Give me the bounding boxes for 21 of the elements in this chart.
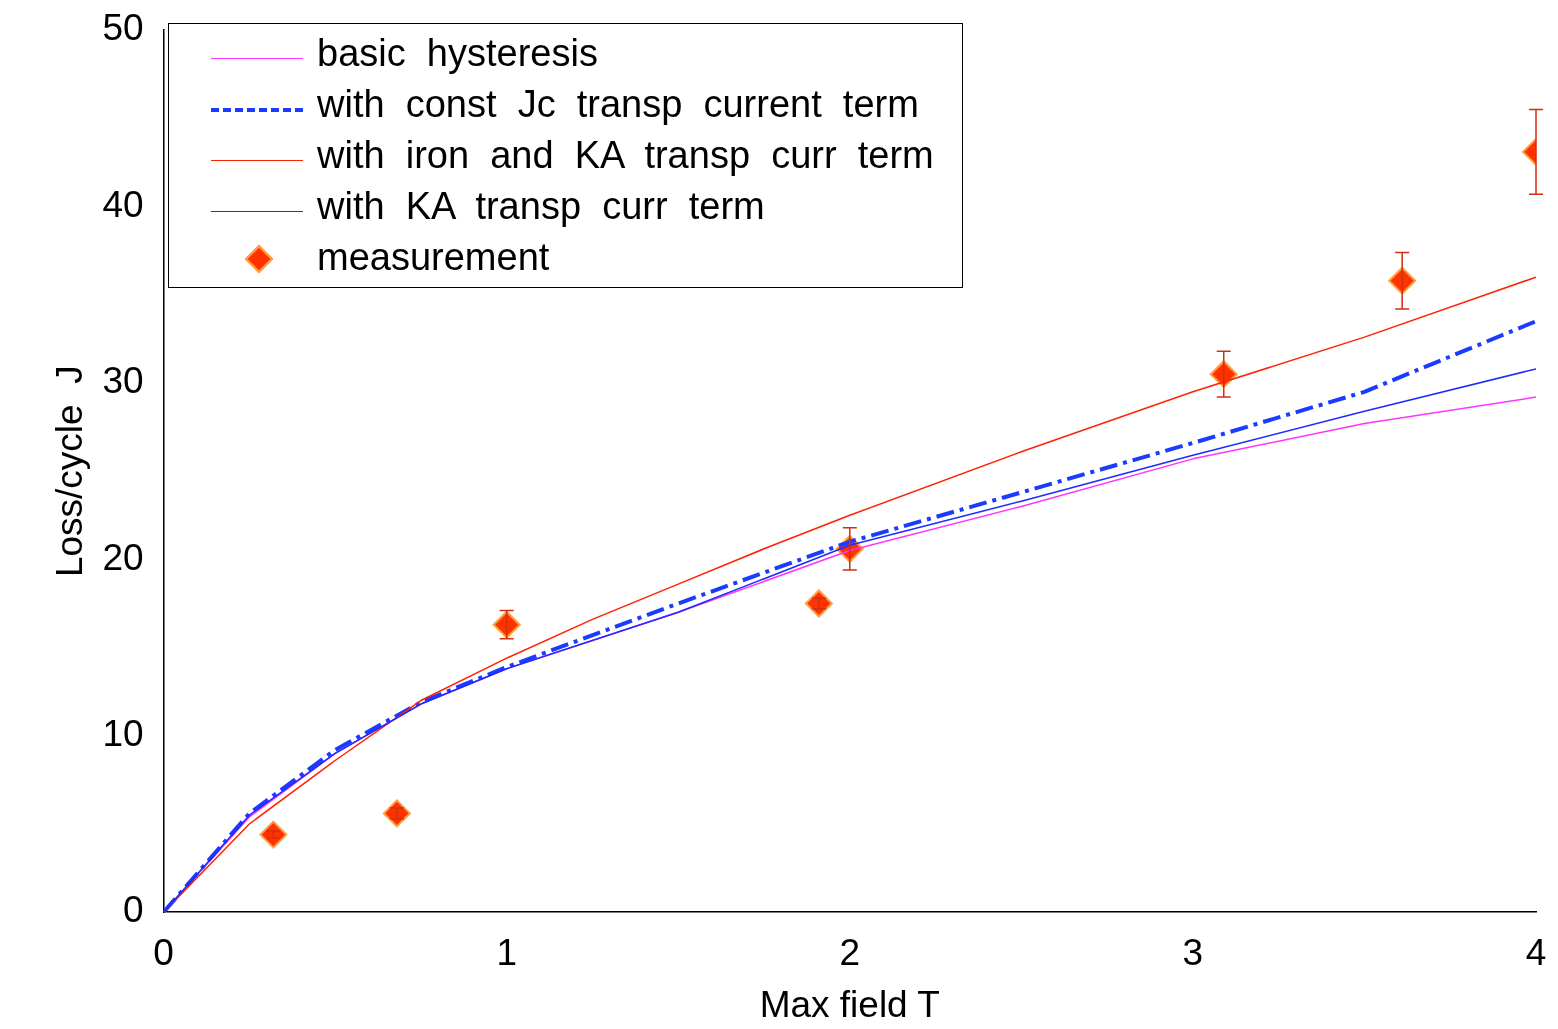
legend-label: with KA transp curr term — [317, 184, 765, 229]
y-tick-label: 40 — [102, 183, 144, 225]
x-tick-label: 2 — [839, 931, 861, 973]
legend-label: with const Jc transp current term — [317, 82, 919, 127]
y-tick-label: 20 — [102, 536, 144, 578]
x-tick-label: 4 — [1525, 931, 1547, 973]
legend-label: measurement — [317, 235, 550, 280]
y-tick-label: 50 — [102, 7, 144, 49]
x-tick-label: 0 — [153, 931, 174, 973]
legend-label: with iron and KA transp curr term — [317, 133, 934, 178]
y-tick-label: 0 — [122, 889, 144, 931]
legend-label: basic hysteresis — [317, 31, 598, 76]
y-axis-title: Loss/cycle J — [49, 365, 91, 578]
point — [804, 589, 833, 618]
y-tick-label: 10 — [102, 713, 144, 754]
x-tick-label: 1 — [496, 931, 517, 973]
x-tick-label: 3 — [1182, 931, 1204, 973]
point — [382, 799, 411, 828]
x-axis-title: Max field T — [759, 984, 940, 1025]
point — [492, 610, 521, 639]
y-tick-label: 30 — [102, 360, 144, 402]
